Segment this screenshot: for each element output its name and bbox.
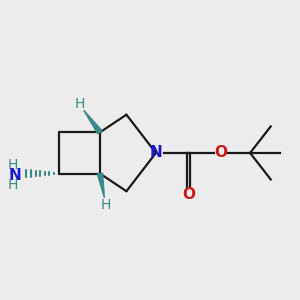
Text: H: H: [8, 178, 18, 192]
Text: N: N: [149, 146, 162, 160]
Polygon shape: [97, 173, 104, 198]
Text: O: O: [182, 187, 195, 202]
Text: H: H: [8, 158, 18, 172]
Text: H: H: [100, 198, 111, 212]
Text: H: H: [75, 97, 86, 111]
Text: N: N: [9, 167, 22, 182]
Polygon shape: [84, 110, 102, 134]
Text: O: O: [214, 146, 227, 160]
